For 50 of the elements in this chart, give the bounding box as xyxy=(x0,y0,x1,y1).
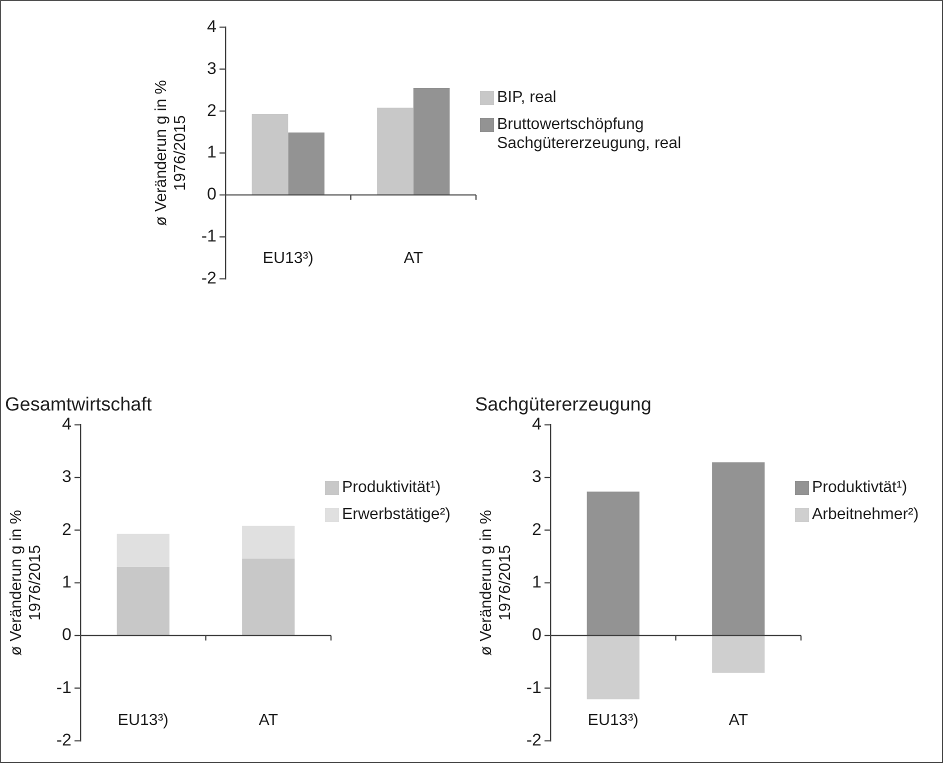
bar xyxy=(288,132,324,195)
bar xyxy=(377,108,414,195)
y-tick-label: 0 xyxy=(207,184,217,204)
bar xyxy=(586,635,640,700)
legend-label: Arbeitnehmer²) xyxy=(812,505,919,524)
y-tick-label: -2 xyxy=(526,730,542,750)
y-tick-label: -2 xyxy=(56,730,72,750)
bar xyxy=(712,635,765,673)
y-tick-label: -2 xyxy=(201,268,217,288)
y-tick-label: 2 xyxy=(62,520,72,539)
bar xyxy=(712,462,765,636)
legend-label: Erwerbstätige²) xyxy=(342,505,450,524)
bar xyxy=(116,534,170,567)
y-axis-title: ø Veränderun g in % 1976/2015 xyxy=(8,510,44,656)
x-tick-label: AT xyxy=(258,712,278,729)
x-tick-label: EU13³) xyxy=(262,250,314,267)
legend-label: Produktivität¹) xyxy=(342,478,441,497)
chart-title: Sachgütererzeugung xyxy=(475,394,652,416)
y-tick-label: 3 xyxy=(62,467,72,486)
y-tick-label: -1 xyxy=(526,678,542,697)
y-tick-label: 0 xyxy=(532,625,542,644)
legend-label: BIP, real xyxy=(497,88,556,107)
legend-label: Produktivtät¹) xyxy=(812,478,908,497)
y-tick-label: -1 xyxy=(201,226,217,246)
bar xyxy=(252,114,288,195)
y-tick-label: 3 xyxy=(532,467,542,486)
chart-title: Gesamtwirtschaft xyxy=(5,394,152,416)
y-tick-label: 4 xyxy=(207,16,217,36)
y-tick-label: 2 xyxy=(207,100,217,120)
bar xyxy=(413,88,450,195)
x-tick-label: EU13³) xyxy=(588,712,638,729)
bar xyxy=(586,492,640,636)
y-tick-label: 2 xyxy=(532,520,542,539)
bar xyxy=(242,558,295,636)
y-tick-label: -1 xyxy=(56,678,72,697)
x-tick-label: AT xyxy=(728,712,748,729)
bar xyxy=(242,526,295,559)
x-tick-label: AT xyxy=(404,250,424,267)
y-tick-label: 3 xyxy=(207,58,217,78)
y-tick-label: 0 xyxy=(62,625,72,644)
legend-label: Bruttowertschöpfung Sachgütererzeugung, real xyxy=(497,115,682,153)
y-tick-label: 1 xyxy=(62,572,72,592)
bar xyxy=(116,567,170,636)
y-axis-title: ø Veränderun g in % 1976/2015 xyxy=(153,80,190,226)
y-tick-label: 1 xyxy=(207,142,217,162)
x-tick-label: EU13³) xyxy=(118,712,168,729)
y-axis-title: ø Veränderun g in % 1976/2015 xyxy=(478,510,514,656)
y-tick-label: 1 xyxy=(532,572,542,592)
y-tick-label: 4 xyxy=(62,414,72,434)
y-tick-label: 4 xyxy=(532,414,542,434)
